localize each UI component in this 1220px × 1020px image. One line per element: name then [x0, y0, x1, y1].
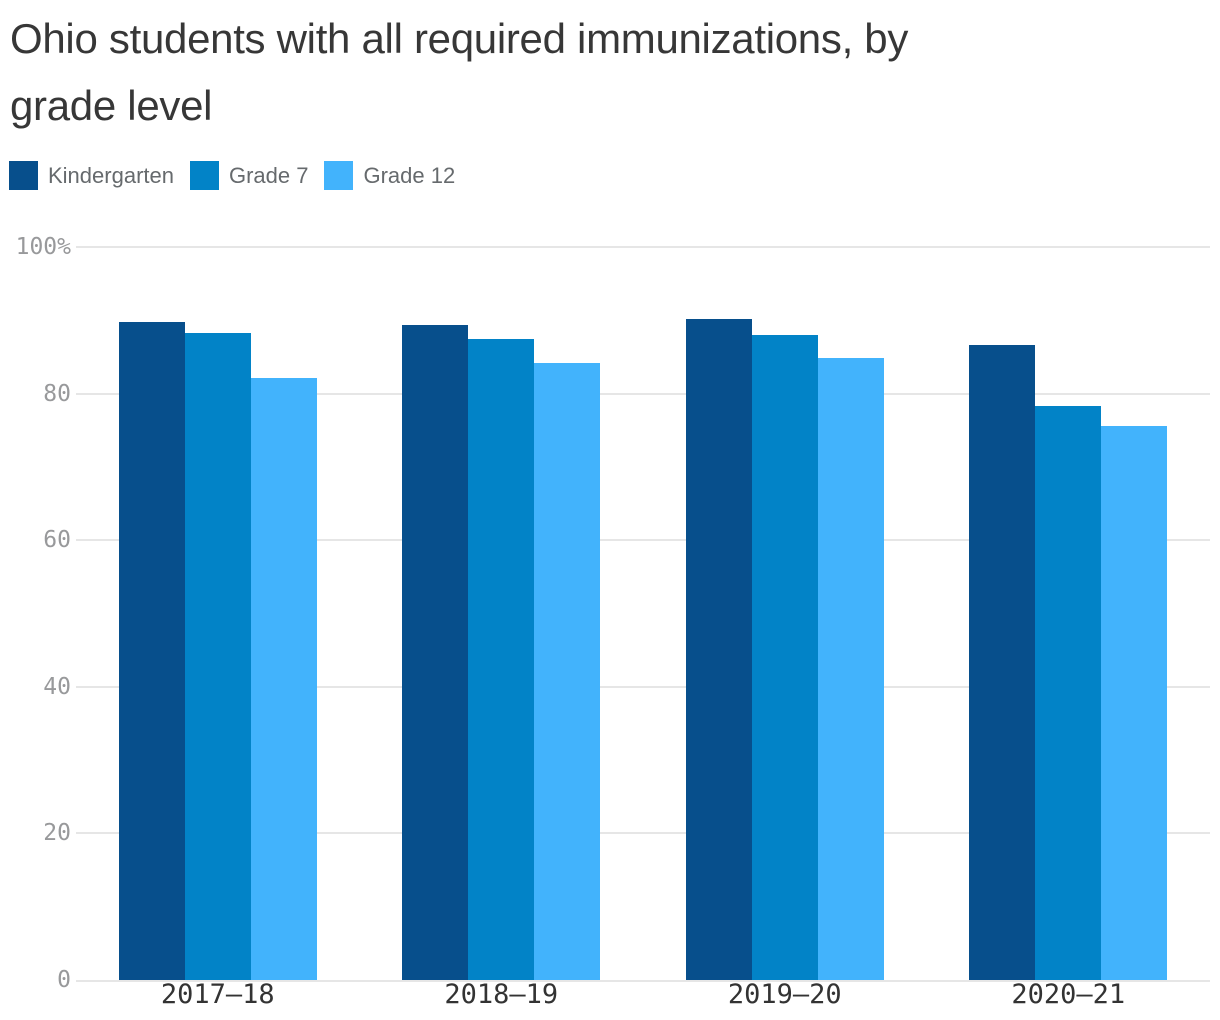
x-axis-labels: 2017–18 2018–19 2019–20 2020–21 [76, 980, 1210, 1010]
bar-grade-12-2017-18 [250, 378, 317, 980]
bar-kindergarten-2018-19 [402, 324, 469, 980]
bar-group-2020-21 [927, 247, 1211, 980]
bar-grade-12-2018-19 [534, 362, 601, 980]
legend-label: Grade 12 [363, 163, 456, 188]
legend-label: Kindergarten [48, 163, 174, 188]
bar-kindergarten-2017-18 [118, 321, 185, 980]
plot-area: 0 20 40 60 80 100% [16, 234, 1210, 993]
y-tick-label-100: 100% [15, 234, 71, 260]
legend-item-grade-12: Grade 12 [324, 161, 455, 190]
gridline-60 [76, 539, 1210, 542]
chart-title: Ohio students with all required immuniza… [10, 5, 908, 139]
bar-grade-12-2020-21 [1101, 425, 1168, 980]
bar-group-2018-19 [360, 247, 644, 980]
x-axis-label-2019-20: 2019–20 [727, 979, 842, 1010]
legend-swatch-grade-7 [189, 161, 219, 190]
bar-groups [76, 247, 1210, 980]
gridline-20 [76, 832, 1210, 835]
bar-grade-7-2020-21 [1035, 406, 1102, 980]
y-tick-label-40: 40 [43, 673, 71, 700]
bar-grade-7-2019-20 [751, 334, 818, 980]
x-axis-label-2020-21: 2020–21 [1011, 979, 1126, 1010]
legend-item-kindergarten: Kindergarten [9, 161, 174, 190]
legend-swatch-grade-12 [324, 161, 354, 190]
y-tick-label-0: 0 [57, 967, 71, 993]
bar-grade-12-2019-20 [817, 357, 884, 980]
gridline-100 [76, 246, 1210, 248]
legend: Kindergarten Grade 7 Grade 12 [9, 161, 455, 190]
legend-label: Grade 7 [228, 163, 309, 188]
x-axis-label-2018-19: 2018–19 [444, 979, 559, 1010]
bar-grade-7-2018-19 [468, 338, 535, 980]
bar-group-2017-18 [76, 247, 360, 980]
chart-title-line-2: grade level [10, 82, 213, 129]
gridline-0 [76, 980, 1210, 982]
x-axis-label-2017-18: 2017–18 [160, 979, 275, 1010]
gridline-40 [76, 685, 1210, 688]
bar-grade-7-2017-18 [184, 332, 251, 980]
y-tick-label-60: 60 [43, 527, 71, 554]
y-tick-label-20: 20 [43, 820, 71, 847]
gridline-80 [76, 392, 1210, 395]
bar-kindergarten-2020-21 [969, 344, 1036, 980]
legend-item-grade-7: Grade 7 [189, 161, 309, 190]
chart-title-line-1: Ohio students with all required immuniza… [10, 15, 909, 62]
bar-kindergarten-2019-20 [685, 318, 752, 980]
y-tick-label-80: 80 [43, 380, 71, 407]
legend-swatch-kindergarten [9, 161, 38, 190]
bar-group-2019-20 [643, 247, 927, 980]
